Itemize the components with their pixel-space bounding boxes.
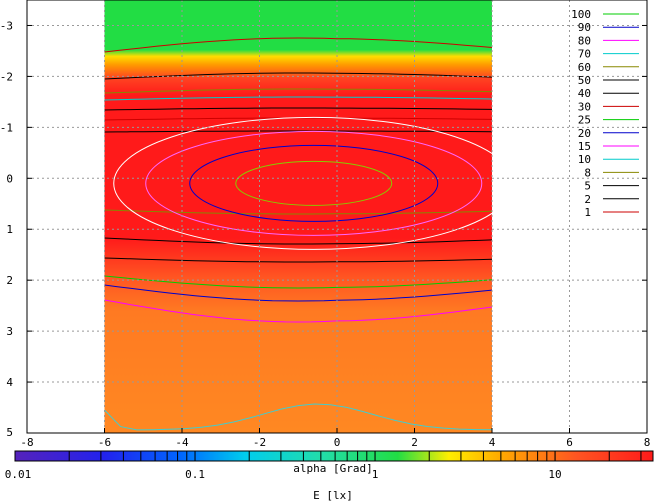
y-tick-label: 4 — [6, 376, 13, 389]
heatmap-area — [104, 0, 492, 433]
legend-label: 30 — [578, 100, 591, 113]
contour-loop — [113, 116, 515, 250]
y-tick-label: -1 — [0, 121, 13, 134]
contour-lines — [104, 37, 515, 431]
x-tick-label: 8 — [644, 436, 651, 449]
x-axis-label: E [lx] — [313, 489, 353, 502]
contour-line — [104, 209, 493, 215]
contour-line — [104, 284, 493, 302]
legend-label: 8 — [584, 166, 591, 179]
colorbar-tick-label: 0.1 — [185, 468, 205, 481]
x-tick-label: -6 — [98, 436, 111, 449]
colorbar-tick-labels: 0.01 0.1 1 10 — [5, 468, 562, 481]
legend-label: 60 — [578, 61, 591, 74]
x-tick-label: 0 — [334, 436, 341, 449]
colorbar — [15, 451, 653, 461]
contour-line — [104, 96, 493, 101]
colorbar-tick-label: 10 — [548, 468, 561, 481]
legend-label: 70 — [578, 48, 591, 61]
contour-line — [104, 257, 493, 263]
y-tick-label: 1 — [6, 223, 13, 236]
contour-line — [104, 403, 493, 431]
grid-lines — [27, 0, 647, 433]
contour-line — [104, 275, 493, 289]
y-tick-label: 2 — [6, 274, 13, 287]
contour-loop — [189, 144, 439, 222]
legend-label: 50 — [578, 74, 591, 87]
y-tick-label: -3 — [0, 19, 13, 32]
contour-line — [104, 88, 493, 94]
x-tick-label: 4 — [489, 436, 496, 449]
contour-loop — [235, 160, 393, 206]
contour-line — [104, 237, 493, 245]
y-tick-label: 5 — [6, 426, 13, 439]
legend-label: 1 — [584, 206, 591, 219]
colorbar-label: alpha [Grad] — [293, 462, 372, 475]
x-tick-label: 2 — [411, 436, 418, 449]
x-tick-label: -4 — [175, 436, 189, 449]
legend-label: 90 — [578, 21, 591, 34]
contour-line — [104, 37, 493, 53]
contour-line — [104, 72, 493, 80]
colorbar-frame — [14, 450, 654, 462]
colorbar-ticks — [14, 450, 654, 462]
contour-line — [104, 130, 493, 133]
contour-line — [104, 107, 493, 111]
x-axis-ticks: -8 -6 -4 -2 0 2 4 6 8 — [20, 428, 650, 449]
legend-label: 10 — [578, 153, 591, 166]
legend-label: 2 — [584, 193, 591, 206]
y-tick-label: 0 — [6, 172, 13, 185]
legend-label: 5 — [584, 180, 591, 193]
legend-label: 40 — [578, 87, 591, 100]
x-tick-label: -8 — [20, 436, 33, 449]
legend-label: 100 — [571, 8, 591, 21]
x-tick-label: -2 — [253, 436, 266, 449]
legend-label: 20 — [578, 127, 591, 140]
colorbar-tick-label: 0.01 — [5, 468, 32, 481]
contour-loop — [145, 130, 483, 236]
contour-line — [104, 299, 493, 323]
legend-label: 25 — [578, 114, 591, 127]
y-tick-label: -2 — [0, 70, 13, 83]
legend-label: 15 — [578, 140, 591, 153]
x-tick-label: 6 — [566, 436, 573, 449]
y-tick-label: 3 — [6, 325, 13, 338]
colorbar-tick-label: 1 — [372, 468, 379, 481]
legend-label: 80 — [578, 34, 591, 47]
